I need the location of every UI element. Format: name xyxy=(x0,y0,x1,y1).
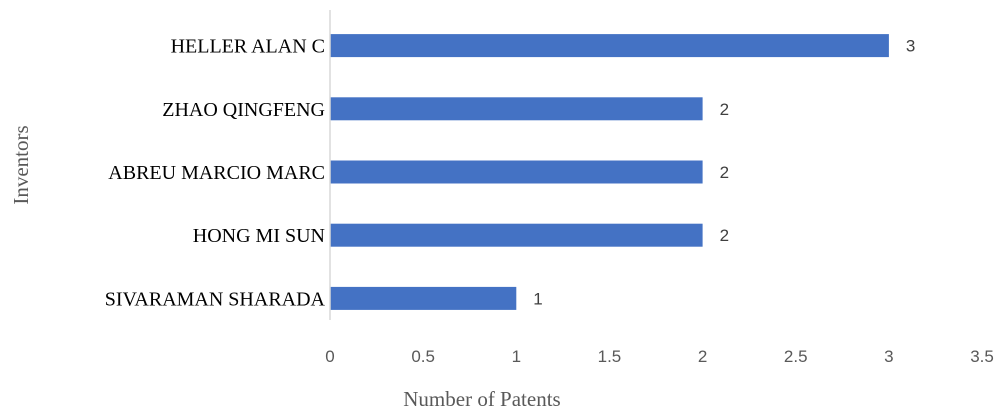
x-tick-label-3: 1 xyxy=(512,347,521,366)
category-label-5: SIVARAMAN SHARADA xyxy=(105,288,326,310)
x-tick-label-7: 3 xyxy=(884,347,893,366)
data-label-4: 2 xyxy=(720,226,729,245)
x-tick-label-1: 0 xyxy=(325,347,334,366)
data-label-2: 2 xyxy=(720,100,729,119)
bar-1 xyxy=(330,34,889,58)
data-labels: 3 2 2 2 1 xyxy=(533,37,915,309)
bars-group xyxy=(330,34,889,310)
y-axis-title: Inventors xyxy=(9,125,33,204)
bar-2 xyxy=(330,97,703,121)
x-tick-label-6: 2.5 xyxy=(784,347,808,366)
bar-4 xyxy=(330,223,703,247)
category-label-2: ZHAO QINGFENG xyxy=(162,99,325,121)
bar-5 xyxy=(330,286,517,310)
x-tick-label-4: 1.5 xyxy=(598,347,622,366)
x-axis-ticks: 0 0.5 1 1.5 2 2.5 3 3.5 xyxy=(325,347,994,366)
x-axis-title: Number of Patents xyxy=(403,387,560,411)
x-tick-label-8: 3.5 xyxy=(970,347,994,366)
category-label-4: HONG MI SUN xyxy=(193,225,325,247)
data-label-1: 3 xyxy=(906,37,915,56)
x-tick-label-5: 2 xyxy=(698,347,707,366)
x-tick-label-2: 0.5 xyxy=(411,347,435,366)
bar-3 xyxy=(330,160,703,184)
data-label-3: 2 xyxy=(720,163,729,182)
category-label-3: ABREU MARCIO MARC xyxy=(108,162,325,184)
category-labels: HELLER ALAN C ZHAO QINGFENG ABREU MARCIO M… xyxy=(105,36,326,311)
data-label-5: 1 xyxy=(533,289,542,308)
category-label-1: HELLER ALAN C xyxy=(171,36,325,58)
